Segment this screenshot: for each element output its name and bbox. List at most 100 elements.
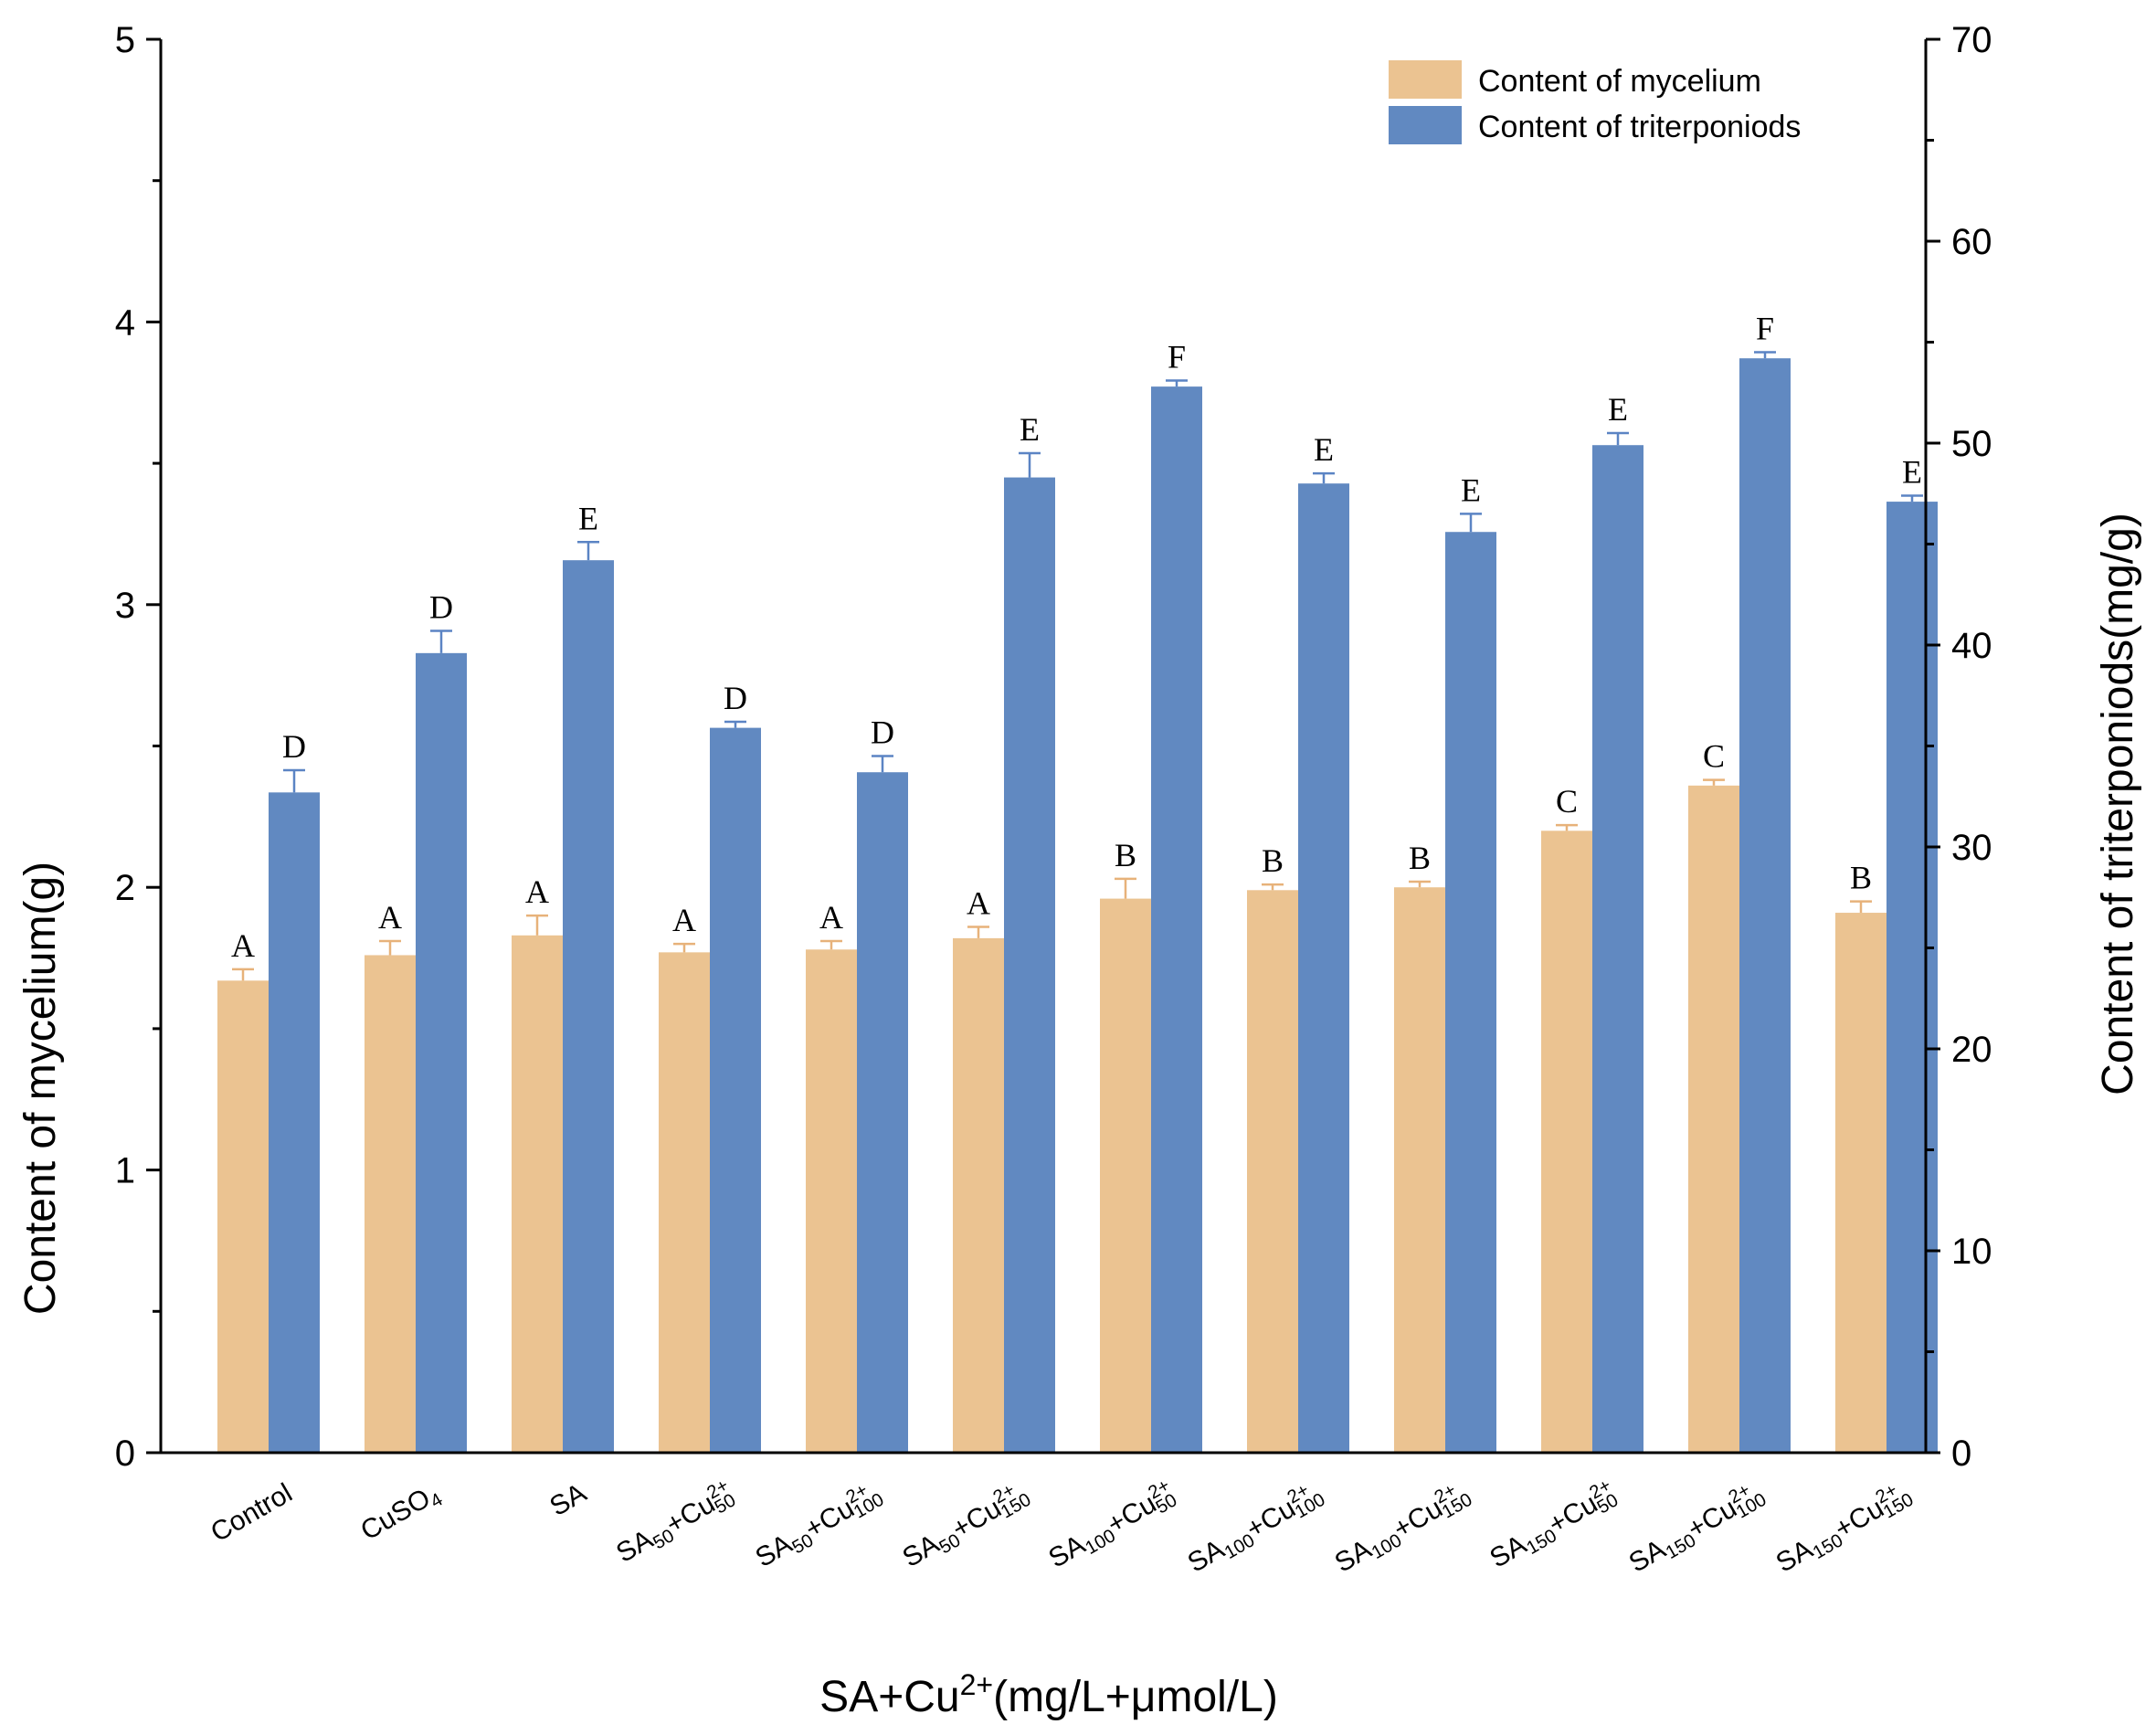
y-tick-label-left: 3 [115, 586, 135, 626]
significance-label: E [1461, 471, 1481, 508]
bar-mycelium [806, 949, 857, 1453]
bar-mycelium [659, 952, 710, 1453]
y-tick-label-left: 5 [115, 20, 135, 60]
x-tick-label-base: SA [1330, 1534, 1377, 1579]
legend: Content of mycelium Content of triterpon… [1389, 60, 1801, 144]
bar-triterponiods [416, 652, 467, 1453]
bar-mycelium [365, 955, 416, 1453]
significance-label: A [378, 899, 402, 936]
bar-triterponiods [1886, 502, 1938, 1453]
bar-mycelium [1688, 785, 1739, 1453]
significance-label: A [967, 885, 990, 922]
significance-label: D [282, 728, 306, 765]
x-tick-label: SA150+Cu2+150 [1770, 1476, 1917, 1582]
x-tick-label: SA50+Cu2+100 [749, 1476, 888, 1577]
bar-triterponiods [1445, 532, 1496, 1453]
x-tick-label: SA50+Cu2+50 [610, 1476, 741, 1572]
x-tick-label-base: CuSO [355, 1483, 435, 1546]
y-tick-label-left: 0 [115, 1433, 135, 1474]
x-tick-label-base: SA [1183, 1534, 1230, 1579]
x-tick-label-base: SA [611, 1524, 658, 1569]
bar-triterponiods [269, 792, 320, 1453]
x-tick-label-base: Control [206, 1477, 297, 1548]
x-tick-label-base: SA [1043, 1529, 1090, 1574]
y-tick-label-right: 10 [1951, 1232, 1992, 1272]
x-tick-label: SA100+Cu2+50 [1042, 1476, 1182, 1577]
significance-label: B [1262, 842, 1284, 879]
x-tick-label-base: SA [750, 1529, 797, 1573]
bar-triterponiods [1592, 445, 1643, 1454]
x-tick-label-base: SA [1624, 1534, 1671, 1579]
bar-triterponiods [857, 772, 908, 1453]
y-tick-label-right: 70 [1951, 20, 1992, 60]
x-axis-label-part: 2+ [960, 1668, 993, 1701]
x-tick-label: SA [544, 1477, 591, 1522]
significance-label: A [672, 902, 696, 938]
x-tick-labels: Control CuSO4 SASA50+Cu2+50SA50+Cu2+100SA5… [206, 1476, 1917, 1582]
x-tick-label-base: SA [1771, 1534, 1818, 1579]
y-tick-label-left: 2 [115, 868, 135, 908]
y-tick-label-right: 50 [1951, 424, 1992, 464]
y-tick-label-right: 40 [1951, 626, 1992, 666]
x-tick-label: SA100+Cu2+150 [1328, 1476, 1475, 1582]
significance-label: E [1020, 411, 1040, 448]
bar-triterponiods [1298, 483, 1349, 1454]
significance-label: A [525, 873, 549, 910]
y-tick-label-right: 0 [1951, 1433, 1971, 1474]
significance-label: D [724, 680, 747, 716]
x-tick-label: CuSO4 [355, 1477, 446, 1550]
x-axis-label-part: SA+Cu [819, 1673, 959, 1721]
x-axis-label-part: (mg/L+μmol/L) [993, 1673, 1278, 1721]
y-tick-label-left: 4 [115, 302, 135, 343]
y-tick-label-right: 30 [1951, 828, 1992, 868]
y-axis-label-right: Content of triterponiods(mg/g) [2094, 513, 2142, 1095]
legend-swatch-triterponiods [1389, 106, 1462, 144]
bar-triterponiods [1739, 358, 1791, 1454]
bar-triterponiods [710, 727, 761, 1453]
bar-triterponiods [1151, 386, 1202, 1453]
bar-mycelium [953, 937, 1004, 1453]
x-tick-label: SA100+Cu2+100 [1181, 1476, 1328, 1582]
significance-label: E [578, 500, 598, 536]
x-axis-label: SA+Cu2+(mg/L+μmol/L) [819, 1668, 1278, 1721]
x-tick-label: SA150+Cu2+100 [1622, 1476, 1770, 1582]
bars: A A A A A A B B B C C B D D E D D E F E E E F E [217, 311, 1938, 1454]
x-tick-label-base: SA [1485, 1529, 1531, 1574]
y-axis-label-left: Content of mycelium(g) [16, 862, 65, 1315]
y-tick-label-left: 1 [115, 1151, 135, 1191]
significance-label: E [1314, 431, 1334, 468]
x-tick-label: SA50+Cu2+150 [896, 1476, 1035, 1577]
x-tick-label-base: SA [544, 1477, 591, 1522]
significance-label: A [231, 927, 255, 964]
y-tick-label-right: 20 [1951, 1030, 1992, 1070]
bar-triterponiods [563, 560, 614, 1453]
bar-mycelium [1100, 898, 1151, 1453]
x-tick-label-base: SA [897, 1529, 944, 1573]
bar-mycelium [512, 935, 563, 1453]
significance-label: E [1608, 391, 1628, 428]
significance-label: C [1703, 738, 1725, 775]
bar-triterponiods [1004, 477, 1055, 1453]
bar-mycelium [217, 980, 269, 1453]
x-tick-label: Control [206, 1477, 297, 1548]
significance-label: E [1902, 453, 1922, 490]
y-tick-label-right: 60 [1951, 222, 1992, 262]
bar-mycelium [1541, 830, 1592, 1453]
significance-label: B [1115, 837, 1136, 873]
significance-label: C [1556, 783, 1578, 820]
x-tick-label: SA150+Cu2+50 [1484, 1476, 1623, 1577]
bar-mycelium [1394, 887, 1445, 1453]
significance-label: F [1168, 338, 1186, 375]
bar-mycelium [1247, 890, 1298, 1453]
legend-label-triterponiods: Content of triterponiods [1478, 110, 1801, 144]
legend-label-mycelium: Content of mycelium [1478, 64, 1761, 99]
legend-swatch-mycelium [1389, 60, 1462, 99]
significance-label: D [429, 589, 453, 626]
bar-mycelium [1835, 913, 1886, 1453]
significance-label: D [871, 714, 894, 751]
significance-label: B [1409, 840, 1431, 876]
significance-label: A [819, 899, 843, 936]
significance-label: F [1756, 311, 1774, 347]
